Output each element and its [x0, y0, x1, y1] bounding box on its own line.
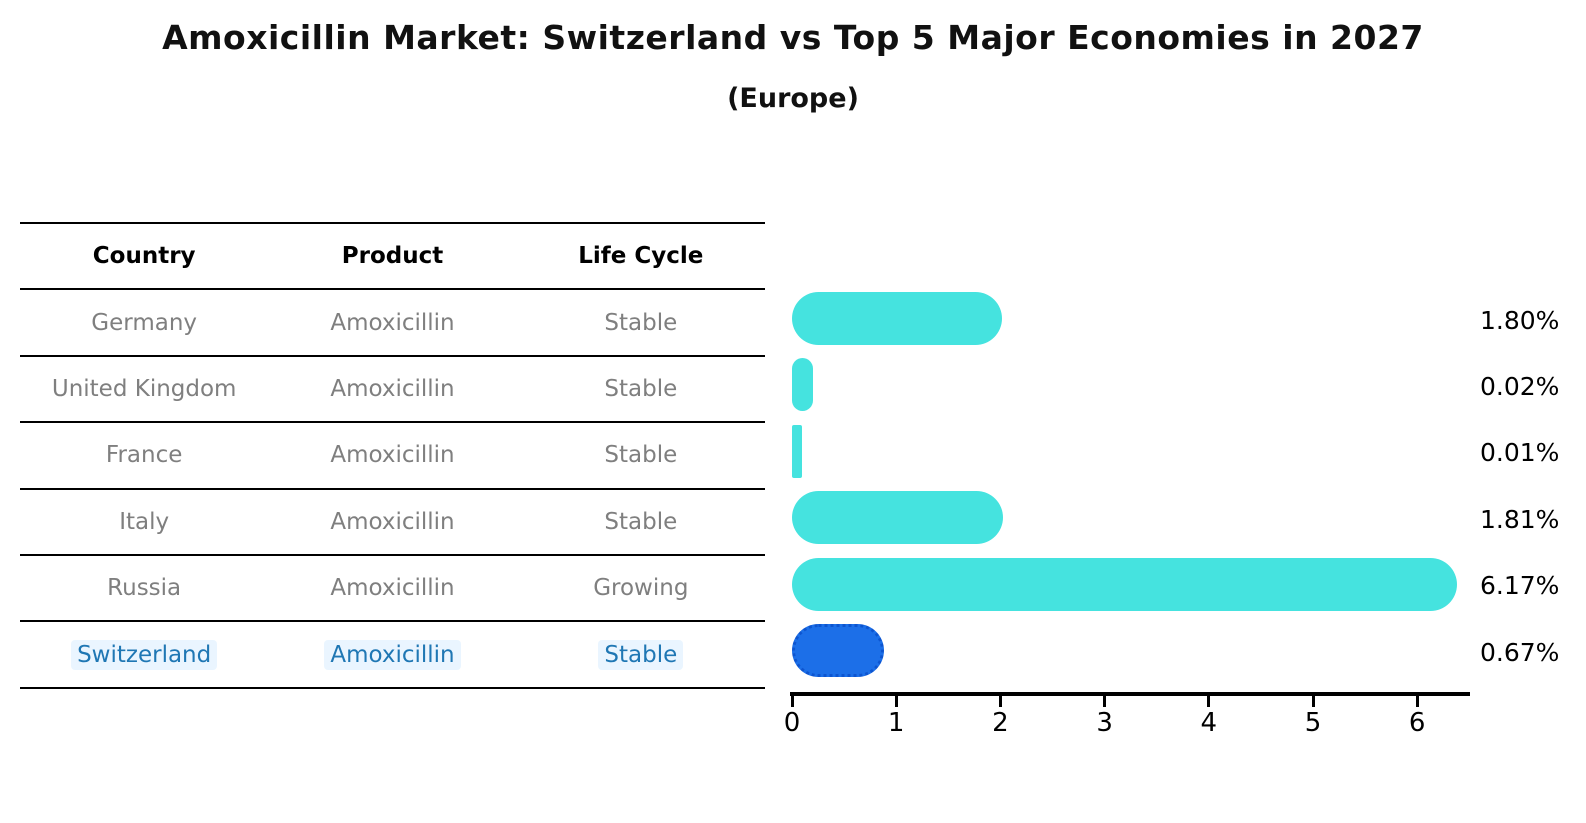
bar-value-label: 0.02%	[1480, 371, 1560, 401]
bar-switzerland	[792, 624, 884, 677]
country-cell: United Kingdom	[51, 375, 237, 402]
life-cycle-cell: Stable	[517, 639, 765, 670]
chart-subtitle: (Europe)	[727, 83, 859, 114]
x-axis-tick-label: 6	[1408, 708, 1426, 738]
x-axis-tick	[790, 695, 794, 707]
bar-value-label: 1.81%	[1480, 504, 1560, 534]
country-cell: Switzerland	[20, 639, 268, 670]
table-header-row: Country Product Life Cycle	[20, 224, 765, 291]
x-axis-tick	[1311, 695, 1315, 707]
product-cell: Amoxicillin	[330, 375, 455, 402]
column-header-product: Product	[341, 243, 444, 270]
life-cycle-cell: Stable	[604, 375, 678, 402]
life-cycle-cell: Stable	[604, 309, 678, 336]
life-cycle-cell: Stable	[604, 442, 678, 469]
country-cell: Germany	[91, 309, 198, 336]
x-axis-line	[790, 692, 1470, 696]
bar-value-label: 1.80%	[1480, 305, 1560, 335]
life-cycle-cell: Stable	[604, 508, 678, 535]
x-axis-tick	[1207, 695, 1211, 707]
x-axis-tick-label: 4	[1200, 708, 1218, 738]
bar-france	[792, 424, 803, 478]
country-cell: France	[105, 442, 183, 469]
product-cell: Amoxicillin	[330, 575, 455, 602]
country-cell: Italy	[119, 508, 170, 535]
x-axis-tick	[998, 695, 1002, 707]
bar-value-label: 6.17%	[1480, 571, 1560, 601]
x-axis-tick-label: 1	[887, 708, 905, 738]
x-axis-tick	[1103, 695, 1107, 707]
product-cell: Amoxicillin	[268, 639, 516, 670]
x-axis-tick-label: 2	[992, 708, 1009, 738]
table-row: France Amoxicillin Stable	[20, 423, 765, 490]
bar-value-label: 0.67%	[1480, 637, 1560, 667]
country-cell: Russia	[107, 575, 182, 602]
product-cell: Amoxicillin	[330, 442, 455, 469]
table-row: Germany Amoxicillin Stable	[20, 290, 765, 357]
bar-italy	[792, 491, 1003, 545]
x-axis-tick-label: 0	[783, 708, 801, 738]
bar-united-kingdom	[792, 358, 813, 412]
table-row: United Kingdom Amoxicillin Stable	[20, 357, 765, 424]
column-header-life-cycle: Life Cycle	[578, 243, 704, 270]
x-axis-tick	[1415, 695, 1419, 707]
table-row: Switzerland Amoxicillin Stable	[20, 622, 765, 689]
table-body: Germany Amoxicillin Stable United Kingdom Am…	[20, 290, 765, 689]
bar-germany	[792, 292, 1002, 345]
country-table: Country Product Life Cycle Germany Amoxic…	[20, 222, 765, 689]
product-cell: Amoxicillin	[330, 309, 455, 336]
product-cell: Amoxicillin	[330, 508, 455, 535]
column-header-country: Country	[92, 243, 196, 270]
table-row: Italy Amoxicillin Stable	[20, 490, 765, 556]
life-cycle-cell: Growing	[593, 575, 689, 602]
bar-value-label: 0.01%	[1480, 438, 1560, 468]
bar-russia	[792, 557, 1457, 611]
table-row: Russia Amoxicillin Growing	[20, 556, 765, 623]
x-axis-tick	[894, 695, 898, 707]
x-axis-tick-label: 5	[1304, 708, 1322, 738]
chart-title: Amoxicillin Market: Switzerland vs Top 5…	[162, 18, 1424, 57]
x-axis-tick-label: 3	[1096, 708, 1113, 738]
